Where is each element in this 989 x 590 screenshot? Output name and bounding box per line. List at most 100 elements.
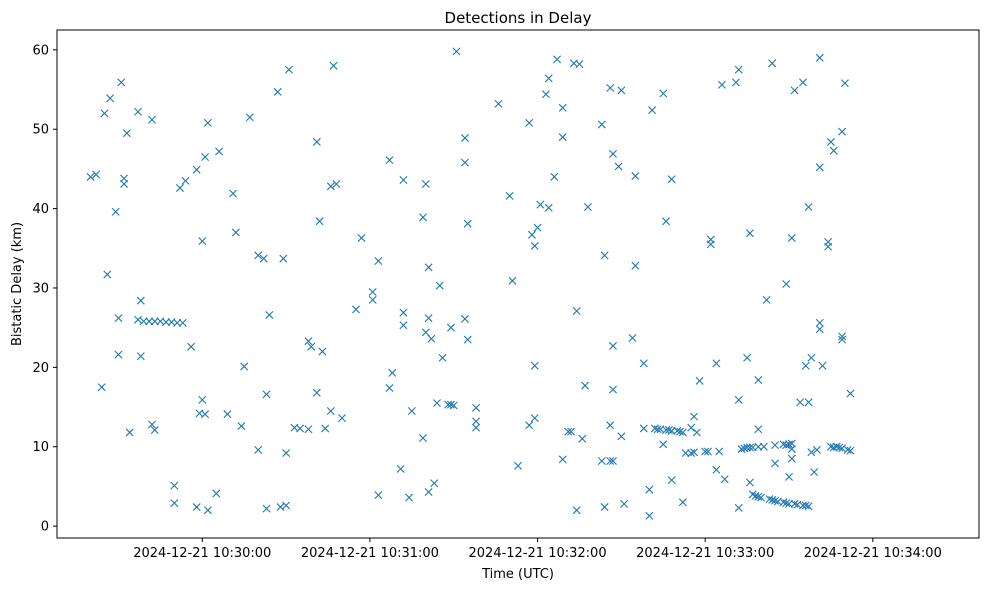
data-point	[463, 335, 472, 344]
data-point	[798, 78, 807, 87]
data-point	[533, 223, 542, 232]
data-point	[407, 407, 416, 415]
data-point	[779, 440, 788, 449]
data-point	[645, 511, 654, 520]
data-point	[368, 295, 377, 304]
data-point	[815, 53, 824, 62]
data-points	[86, 47, 855, 520]
data-point	[667, 476, 676, 485]
data-point	[572, 306, 581, 315]
data-point	[701, 447, 710, 456]
data-point	[201, 410, 210, 419]
data-point	[631, 172, 640, 181]
data-point	[609, 457, 617, 465]
y-tick-label: 20	[32, 361, 49, 376]
data-point	[374, 491, 383, 500]
data-point	[368, 287, 377, 296]
data-point	[614, 162, 623, 171]
data-point	[567, 427, 576, 436]
data-point	[785, 499, 794, 508]
data-point	[203, 118, 212, 127]
data-point	[606, 457, 615, 465]
data-point	[192, 503, 201, 512]
data-point	[472, 403, 481, 412]
data-point	[600, 503, 609, 512]
data-point	[787, 454, 796, 463]
data-point	[826, 442, 835, 451]
data-point	[678, 498, 687, 507]
data-point	[173, 318, 182, 327]
data-point	[254, 251, 263, 260]
data-point	[771, 441, 780, 450]
data-point	[815, 318, 824, 327]
data-point	[139, 317, 148, 326]
data-point	[536, 200, 545, 209]
data-point	[558, 133, 567, 142]
data-point	[703, 447, 712, 456]
chart-title: Detections in Delay	[445, 9, 592, 27]
data-point	[385, 383, 394, 392]
data-point	[460, 158, 469, 167]
data-point	[581, 381, 590, 390]
data-point	[782, 499, 791, 508]
data-point	[664, 426, 673, 435]
data-point	[745, 229, 754, 238]
data-point	[815, 163, 824, 172]
data-point	[527, 230, 536, 239]
data-point	[237, 422, 246, 431]
data-point	[785, 472, 794, 481]
y-tick-label: 10	[32, 440, 49, 455]
data-point	[161, 318, 170, 327]
data-point	[198, 237, 207, 246]
data-point	[690, 448, 699, 457]
data-point	[812, 445, 821, 454]
x-axis-label: Time (UTC)	[481, 567, 554, 582]
data-point	[321, 424, 330, 433]
data-point	[667, 426, 676, 435]
data-point	[843, 445, 852, 454]
data-point	[801, 361, 810, 370]
data-point	[279, 254, 288, 263]
data-point	[446, 400, 455, 409]
data-point	[575, 60, 584, 69]
y-axis-label: Bistatic Delay (km)	[10, 222, 25, 346]
data-point	[743, 443, 752, 452]
data-point	[541, 90, 550, 99]
data-point	[804, 502, 813, 511]
data-point	[768, 495, 777, 504]
data-point	[435, 281, 444, 290]
data-point	[530, 241, 539, 250]
data-point	[838, 444, 847, 453]
data-point	[829, 443, 838, 452]
data-point	[282, 501, 291, 510]
data-point	[296, 424, 305, 433]
data-point	[419, 213, 427, 222]
data-point	[114, 314, 123, 323]
data-point	[617, 86, 626, 95]
data-point	[148, 115, 156, 124]
data-point	[245, 113, 254, 122]
y-tick-label: 40	[32, 202, 49, 217]
data-point	[754, 442, 763, 451]
data-point	[326, 182, 335, 191]
data-point	[620, 499, 629, 508]
data-point	[92, 170, 101, 179]
x-tick-label: 2024-12-21 10:30:00	[133, 546, 271, 561]
data-point	[558, 103, 567, 112]
data-point	[525, 421, 534, 430]
data-point	[838, 332, 847, 341]
data-point	[446, 323, 455, 332]
data-point	[583, 203, 592, 211]
y-tick-label: 50	[32, 123, 49, 138]
data-point	[801, 501, 810, 510]
data-point	[765, 495, 774, 504]
data-point	[351, 305, 360, 314]
data-point	[396, 464, 405, 473]
data-point	[201, 153, 210, 161]
data-point	[790, 499, 799, 508]
data-point	[329, 61, 338, 70]
data-point	[734, 65, 743, 74]
data-point	[818, 361, 827, 370]
data-point	[687, 449, 696, 458]
data-point	[240, 362, 249, 371]
